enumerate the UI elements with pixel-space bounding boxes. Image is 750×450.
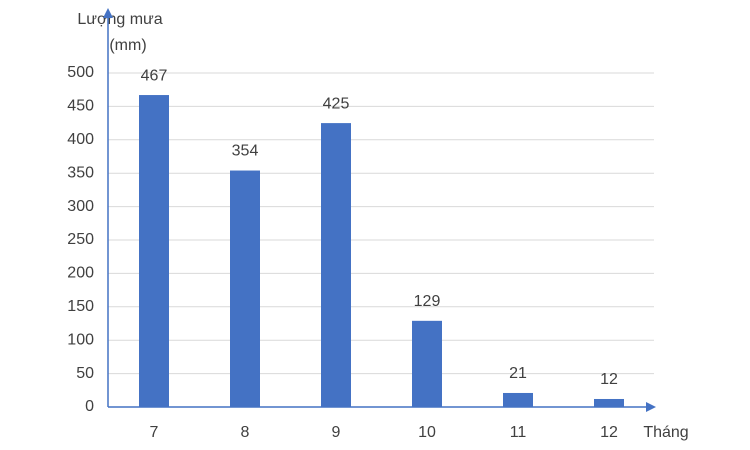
y-tick-label: 250 [67,231,94,248]
y-tick-label: 200 [67,265,94,282]
x-tick-label: 8 [241,424,250,441]
y-tick-label: 150 [67,298,94,315]
y-tick-label: 450 [67,98,94,115]
y-tick-label: 400 [67,131,94,148]
bar [594,398,624,407]
y-tick-label: 50 [76,365,94,382]
y-tick-label: 100 [67,331,94,348]
data-label: 467 [141,67,168,84]
y-tick-label: 300 [67,198,94,215]
data-label: 12 [600,371,618,388]
y-axis-label: (mm) [109,37,146,54]
y-tick-label: 500 [67,64,94,81]
bar [321,123,351,407]
bar [230,170,260,407]
bar [503,392,533,407]
bar [139,95,169,407]
data-label: 21 [509,365,527,382]
x-tick-label: 9 [332,424,341,441]
x-tick-label: 12 [600,424,618,441]
data-label: 129 [414,293,441,310]
x-tick-label: 11 [510,424,527,441]
x-tick-label: 7 [150,424,159,441]
x-axis-label: Tháng [643,424,688,441]
bar [412,320,442,407]
data-label: 354 [232,143,259,160]
x-tick-label: 10 [418,424,436,441]
y-axis-label: Lượng mưa [77,11,162,28]
y-tick-label: 350 [67,164,94,181]
data-label: 425 [323,95,350,112]
y-tick-label: 0 [85,398,94,415]
